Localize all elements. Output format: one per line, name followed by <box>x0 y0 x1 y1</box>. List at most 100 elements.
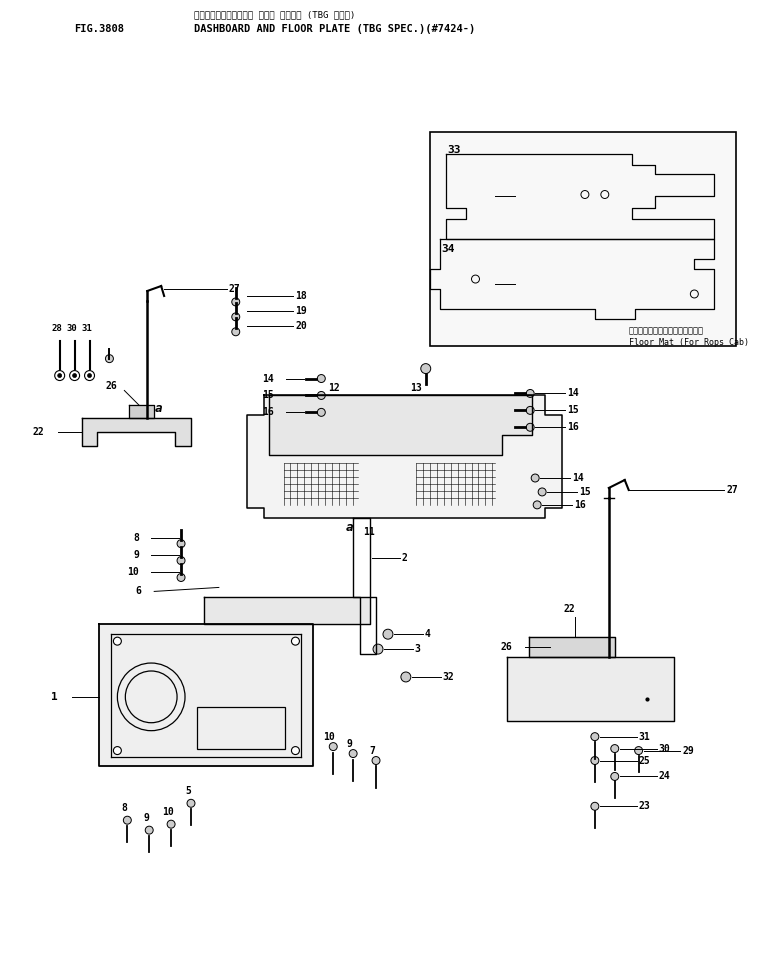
Bar <box>197 707 285 749</box>
Circle shape <box>113 637 122 645</box>
Text: 33: 33 <box>448 145 461 155</box>
Text: 2: 2 <box>402 553 408 563</box>
Text: 13: 13 <box>410 383 421 394</box>
Circle shape <box>177 573 185 582</box>
Text: 15: 15 <box>579 487 590 497</box>
Circle shape <box>329 743 337 751</box>
Polygon shape <box>507 657 675 721</box>
Text: 24: 24 <box>658 772 670 781</box>
Circle shape <box>635 747 643 755</box>
Circle shape <box>105 354 113 363</box>
Text: 9: 9 <box>144 813 149 824</box>
Circle shape <box>167 820 175 828</box>
Circle shape <box>113 747 122 755</box>
Polygon shape <box>204 597 370 624</box>
Circle shape <box>317 374 325 382</box>
Text: 8: 8 <box>133 533 140 542</box>
Text: 16: 16 <box>574 500 586 510</box>
Circle shape <box>531 474 539 482</box>
Circle shape <box>292 637 300 645</box>
Text: 16: 16 <box>262 407 274 418</box>
Text: 14: 14 <box>262 373 274 384</box>
Text: 6: 6 <box>136 587 141 596</box>
Circle shape <box>526 390 534 397</box>
Text: 10: 10 <box>127 566 140 577</box>
Circle shape <box>73 373 76 377</box>
Text: a: a <box>346 521 353 535</box>
Circle shape <box>420 364 431 373</box>
Text: フロアマット（ロプスキャブ用）: フロアマット（ロプスキャブ用） <box>629 326 704 335</box>
Text: 26: 26 <box>501 642 512 652</box>
Text: 14: 14 <box>567 389 579 398</box>
Circle shape <box>611 745 619 753</box>
Circle shape <box>526 423 534 431</box>
Text: 31: 31 <box>81 324 92 333</box>
Text: 12: 12 <box>328 383 340 394</box>
Text: 29: 29 <box>682 746 694 756</box>
Circle shape <box>373 644 383 654</box>
Circle shape <box>401 672 411 682</box>
Bar <box>430 132 736 346</box>
Text: 9: 9 <box>346 738 352 749</box>
Text: 11: 11 <box>363 527 375 537</box>
Circle shape <box>526 406 534 415</box>
Text: 1: 1 <box>51 692 58 702</box>
Circle shape <box>123 816 131 825</box>
Circle shape <box>591 756 599 764</box>
Polygon shape <box>100 624 314 766</box>
Text: 7: 7 <box>369 746 375 756</box>
Circle shape <box>591 803 599 810</box>
Circle shape <box>87 373 91 377</box>
Circle shape <box>383 629 393 639</box>
Polygon shape <box>82 419 191 446</box>
Circle shape <box>611 773 619 780</box>
Circle shape <box>292 747 300 755</box>
Text: 15: 15 <box>567 405 579 416</box>
Text: 22: 22 <box>32 427 44 437</box>
Circle shape <box>177 540 185 547</box>
Text: 19: 19 <box>296 306 307 316</box>
Text: 16: 16 <box>567 422 579 432</box>
Polygon shape <box>129 405 154 419</box>
Text: 30: 30 <box>66 324 77 333</box>
Circle shape <box>534 501 541 509</box>
Text: 4: 4 <box>425 629 431 639</box>
Circle shape <box>372 756 380 764</box>
Circle shape <box>232 327 239 336</box>
Text: 20: 20 <box>296 321 307 331</box>
Circle shape <box>591 732 599 740</box>
Text: Floor Mat (For Rops Cab): Floor Mat (For Rops Cab) <box>629 338 749 348</box>
Text: 3: 3 <box>415 644 420 654</box>
Text: 27: 27 <box>229 284 240 294</box>
Circle shape <box>349 750 357 757</box>
Circle shape <box>538 488 546 496</box>
Circle shape <box>317 392 325 399</box>
Text: 14: 14 <box>572 473 583 483</box>
Text: a: a <box>155 402 163 415</box>
Text: 22: 22 <box>563 604 575 614</box>
Text: 8: 8 <box>122 804 127 813</box>
Text: ダッシュボード・キャビ フロア プレート (TBG ショウ): ダッシュボード・キャビ フロア プレート (TBG ショウ) <box>194 11 355 19</box>
Polygon shape <box>246 396 562 517</box>
Text: FIG.3808: FIG.3808 <box>75 24 125 35</box>
Text: 31: 31 <box>639 732 651 742</box>
Circle shape <box>232 298 239 306</box>
Text: 15: 15 <box>262 391 274 400</box>
Circle shape <box>187 800 195 807</box>
Text: 10: 10 <box>324 732 335 742</box>
Text: 27: 27 <box>726 485 738 495</box>
Text: 18: 18 <box>296 291 307 301</box>
Polygon shape <box>529 637 615 657</box>
Circle shape <box>317 408 325 417</box>
Circle shape <box>177 557 185 564</box>
Text: 34: 34 <box>441 244 456 254</box>
Circle shape <box>232 313 239 321</box>
Circle shape <box>145 827 153 834</box>
Text: 5: 5 <box>185 786 191 797</box>
Text: 26: 26 <box>105 381 117 392</box>
Text: 10: 10 <box>162 807 174 817</box>
Polygon shape <box>268 396 532 455</box>
Text: 25: 25 <box>639 756 651 765</box>
Text: 32: 32 <box>443 672 455 682</box>
Text: 28: 28 <box>51 324 62 333</box>
